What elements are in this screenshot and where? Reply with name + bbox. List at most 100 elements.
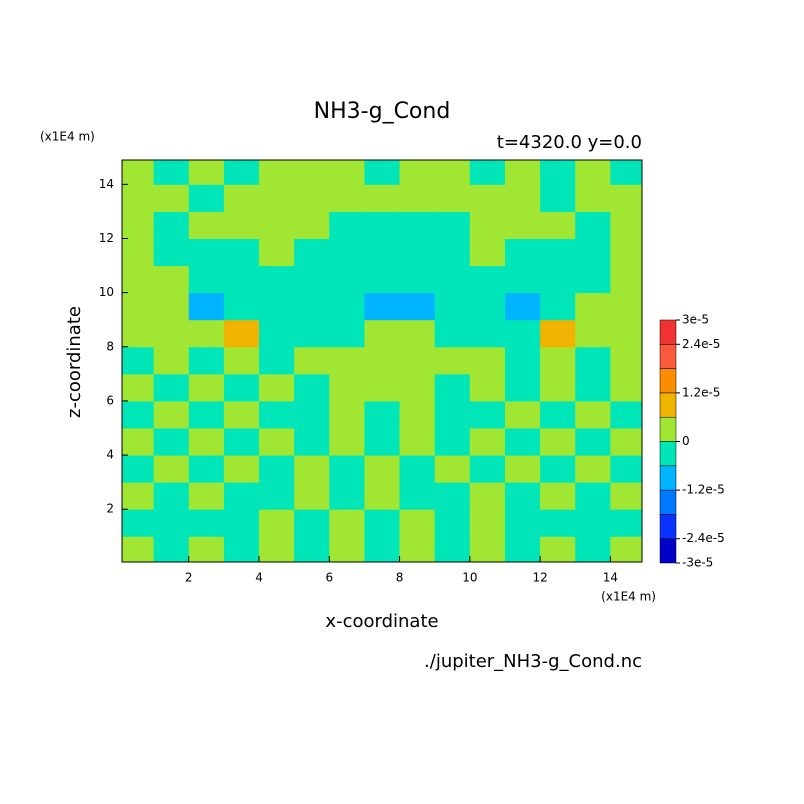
y-tick-label: 6 [106,393,114,407]
contour-cell [540,455,576,483]
contour-cell [399,536,436,563]
contour-cell [434,265,471,294]
contour-cell [329,160,365,185]
contour-cell [329,211,365,240]
contour-cell [153,482,190,510]
colorbar-segment [659,344,677,369]
contour-cell [122,536,155,563]
contour-cell [122,319,155,348]
contour-cell [575,184,611,212]
colorbar-segment [659,416,677,442]
contour-cell [259,319,295,348]
y-tick-label: 2 [106,502,114,516]
contour-cell [223,455,260,483]
contour-cell [364,536,401,563]
contour-cell [294,482,330,510]
colorbar-segment [659,465,677,491]
colorbar-segment [659,392,677,418]
contour-cell [540,482,576,510]
contour-cell [223,509,260,537]
colorbar-tick-label: 2.4e-5 [682,337,720,351]
colorbar-tick-label: 0 [682,434,690,448]
contour-cell [575,211,611,240]
contour-cell [259,400,295,429]
contour-cell [575,373,611,402]
colorbar-segment [659,368,677,394]
contour-cell [259,292,295,321]
contour-cell [504,211,541,240]
contour-cell [223,482,260,510]
contour-cell [434,509,471,537]
contour-cell [329,238,365,267]
contour-cell [153,160,190,185]
contour-cell [504,238,541,267]
contour-cell [188,319,225,348]
contour-cell [469,265,506,294]
contour-cell [399,238,436,267]
contour-cell [469,319,506,348]
contour-cell [223,211,260,240]
contour-cell [329,428,365,456]
contour-cell [575,536,611,563]
contour-cell [575,455,611,483]
contour-cell [223,184,260,212]
contour-cell [329,319,365,348]
contour-cell [122,509,155,537]
colorbar-tick-label: -2.4e-5 [682,531,725,545]
contour-cell [610,292,643,321]
contour-cell [399,319,436,348]
contour-cell [223,238,260,267]
chart-title: NH3-g_Cond [314,99,451,124]
contour-cell [188,536,225,563]
contour-cell [122,211,155,240]
contour-cell [504,319,541,348]
contour-cell [610,211,643,240]
contour-cell [610,536,643,563]
contour-cell [399,400,436,429]
contour-cell [399,482,436,510]
contour-cell [294,265,330,294]
contour-cell [223,265,260,294]
contour-cell [364,292,401,321]
contour-cell [329,509,365,537]
contour-cell [575,509,611,537]
chart-subtitle: t=4320.0 y=0.0 [497,132,642,153]
contour-cell [294,184,330,212]
contour-cell [434,319,471,348]
contour-cell [610,238,643,267]
contour-cell [223,536,260,563]
contour-cell [364,428,401,456]
contour-cell [504,455,541,483]
contour-cell [610,184,643,212]
source-file: ./jupiter_NH3-g_Cond.nc [424,651,642,672]
contour-cell [122,238,155,267]
contour-cell [540,238,576,267]
contour-cell [223,160,260,185]
contour-cell [153,455,190,483]
contour-cell [294,346,330,375]
contour-cell [188,428,225,456]
contour-cell [504,482,541,510]
contour-cell [610,400,643,429]
contour-cell [504,265,541,294]
contour-cell [294,319,330,348]
contour-cell [122,265,155,294]
contour-cell [122,373,155,402]
y-tick-label: 8 [106,339,114,353]
contour-cell [434,428,471,456]
contour-cell [504,184,541,212]
contour-cell [364,346,401,375]
contour-cell [259,536,295,563]
contour-cell [540,346,576,375]
contour-cell [469,373,506,402]
contour-cell [329,536,365,563]
contour-cell [364,482,401,510]
contour-cell [504,428,541,456]
contour-cell [610,509,643,537]
x-tick-label: 8 [396,571,404,585]
contour-cell [223,319,260,348]
contour-cell [504,509,541,537]
x-tick-label: 6 [325,571,333,585]
contour-cell [504,346,541,375]
contour-cell [364,265,401,294]
